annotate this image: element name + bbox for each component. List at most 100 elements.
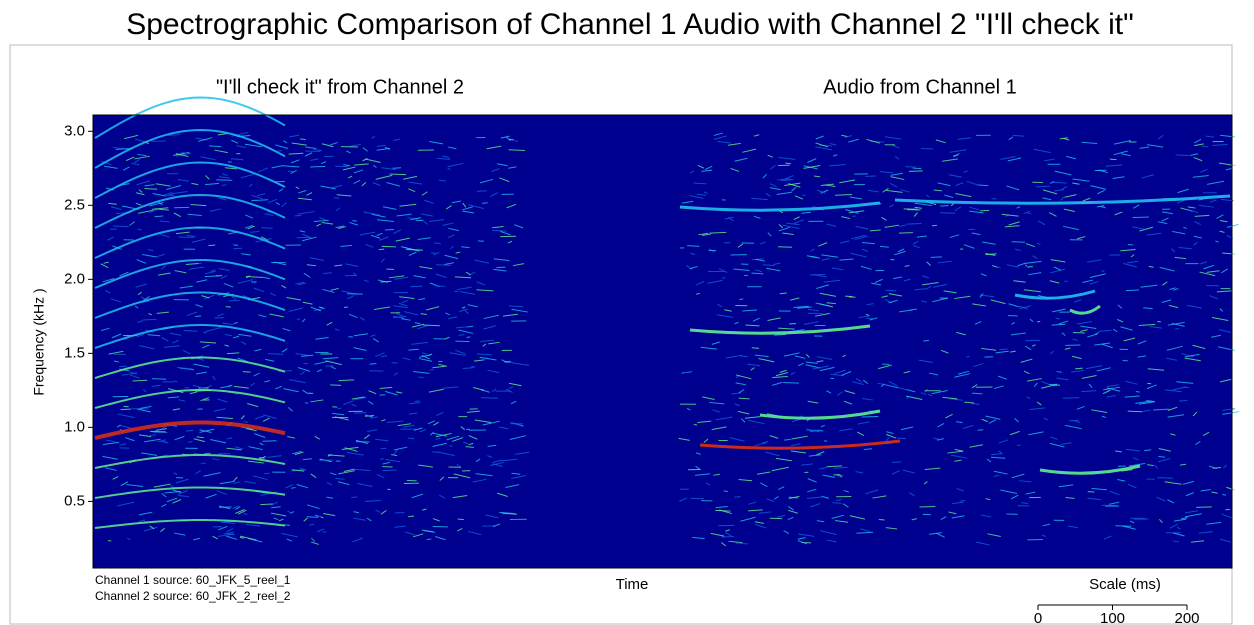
texture-speck — [121, 409, 131, 410]
texture-speck — [1158, 478, 1174, 479]
scale-label: Scale (ms) — [1089, 576, 1161, 593]
texture-speck — [734, 497, 740, 498]
texture-speck — [458, 335, 464, 336]
texture-speck — [152, 379, 166, 380]
texture-speck — [906, 167, 916, 168]
texture-speck — [209, 245, 216, 246]
texture-speck — [419, 377, 424, 378]
texture-speck — [466, 447, 474, 448]
texture-speck — [455, 341, 469, 342]
texture-speck — [260, 504, 273, 505]
texture-speck — [323, 273, 332, 274]
texture-speck — [923, 340, 929, 341]
y-tick-label: 3.0 — [64, 122, 85, 139]
texture-speck — [509, 139, 514, 140]
texture-speck — [739, 398, 750, 399]
texture-speck — [1017, 445, 1021, 446]
texture-speck — [458, 519, 464, 520]
source-note: Channel 1 source: 60_JFK_5_reel_1 — [95, 573, 291, 587]
y-tick-label: 2.5 — [64, 196, 85, 213]
texture-speck — [380, 459, 384, 460]
texture-speck — [344, 307, 348, 308]
texture-speck — [408, 438, 414, 439]
panel-title: Audio from Channel 1 — [823, 76, 1016, 98]
texture-speck — [694, 424, 697, 425]
texture-speck — [862, 416, 879, 417]
texture-speck — [195, 316, 201, 317]
scale-tick-label: 0 — [1034, 610, 1042, 625]
texture-speck — [1073, 332, 1085, 333]
texture-speck — [1136, 392, 1140, 393]
texture-speck — [909, 171, 923, 172]
chart: Spectrographic Comparison of Channel 1 A… — [0, 0, 1254, 625]
y-tick-label: 1.5 — [64, 344, 85, 361]
texture-speck — [423, 325, 440, 326]
texture-speck — [785, 163, 790, 164]
texture-speck — [1128, 244, 1133, 245]
texture-speck — [297, 237, 312, 238]
texture-speck — [392, 363, 398, 364]
scale-tick-label: 100 — [1100, 610, 1125, 625]
texture-speck — [264, 473, 269, 474]
texture-speck — [899, 233, 913, 234]
texture-speck — [784, 439, 791, 440]
texture-speck — [380, 281, 391, 282]
texture-speck — [155, 216, 164, 217]
texture-speck — [305, 151, 320, 152]
texture-speck — [1011, 242, 1025, 243]
texture-speck — [406, 250, 423, 251]
texture-speck — [890, 259, 894, 260]
texture-speck — [879, 519, 885, 520]
source-note: Channel 2 source: 60_JFK_2_reel_2 — [95, 589, 291, 603]
texture-speck — [261, 228, 272, 229]
texture-speck — [390, 174, 406, 175]
texture-speck — [752, 348, 759, 349]
texture-speck — [150, 435, 156, 436]
texture-speck — [783, 383, 799, 384]
texture-speck — [978, 430, 984, 431]
texture-speck — [411, 286, 423, 287]
texture-speck — [369, 364, 376, 365]
y-tick-label: 1.0 — [64, 418, 85, 435]
texture-speck — [892, 462, 901, 463]
texture-speck — [185, 388, 190, 389]
texture-speck — [243, 372, 251, 373]
texture-speck — [113, 226, 129, 227]
y-tick-label: 2.0 — [64, 270, 85, 287]
texture-speck — [382, 470, 396, 471]
texture-speck — [310, 166, 325, 167]
texture-speck — [385, 229, 394, 230]
texture-speck — [721, 537, 734, 538]
texture-speck — [810, 275, 825, 276]
texture-speck — [205, 276, 219, 277]
texture-speck — [291, 488, 295, 489]
texture-speck — [482, 203, 488, 204]
texture-speck — [436, 265, 451, 266]
texture-speck — [229, 300, 240, 301]
page: {"chart_data": { "type": "spectrogram", … — [0, 0, 1254, 625]
texture-speck — [980, 210, 989, 211]
texture-speck — [724, 491, 729, 492]
texture-speck — [1037, 321, 1040, 322]
texture-speck — [330, 385, 341, 386]
texture-speck — [204, 453, 211, 454]
texture-speck — [1126, 290, 1139, 291]
x-axis-label: Time — [616, 576, 649, 593]
scale-tick-label: 200 — [1174, 610, 1199, 625]
texture-speck — [352, 221, 357, 222]
y-axis-label: Frequency (kHz ) — [31, 288, 47, 395]
y-tick-label: 0.5 — [64, 492, 85, 509]
panel-title: "I'll check it" from Channel 2 — [216, 76, 464, 98]
texture-speck — [696, 293, 700, 294]
texture-speck — [509, 150, 525, 151]
texture-speck — [1063, 398, 1080, 399]
texture-speck — [307, 517, 318, 518]
texture-speck — [233, 248, 242, 249]
texture-speck — [1179, 400, 1187, 401]
texture-speck — [514, 141, 517, 142]
texture-speck — [278, 150, 282, 151]
texture-speck — [181, 153, 189, 154]
texture-speck — [999, 349, 1007, 350]
texture-speck — [1213, 468, 1221, 469]
chart-title: Spectrographic Comparison of Channel 1 A… — [126, 8, 1134, 41]
